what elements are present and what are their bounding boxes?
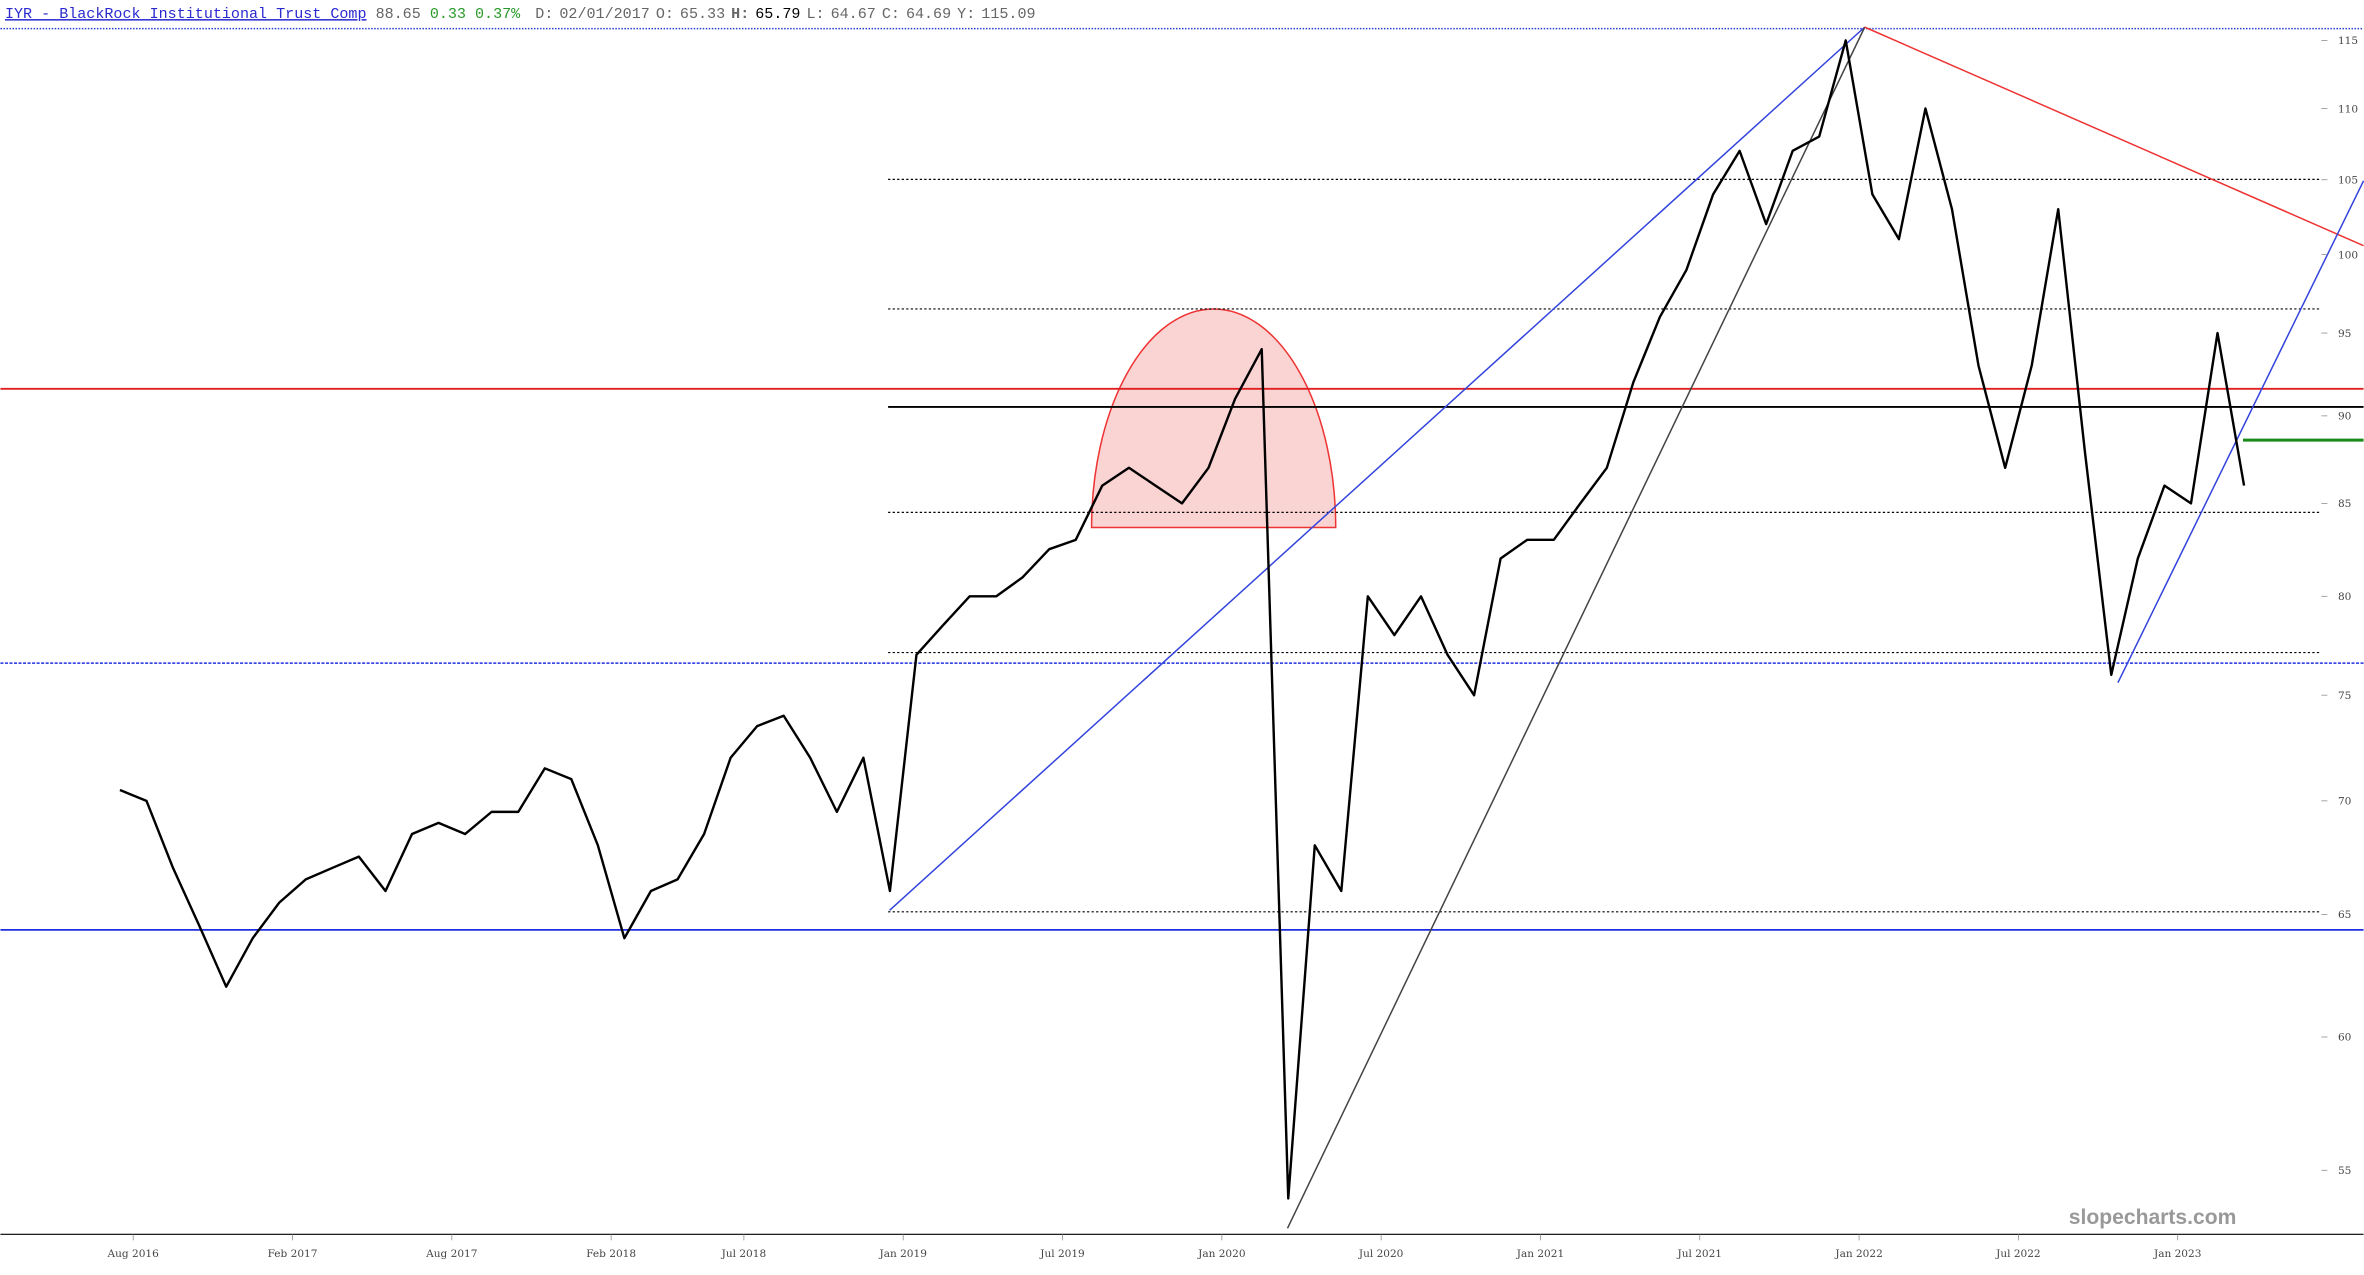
y-tick-label: 105: [2338, 175, 2358, 187]
y-tick-label: 95: [2338, 328, 2351, 340]
x-tick-label: Jul 2022: [1995, 1248, 2041, 1260]
watermark: slopecharts.com: [2069, 1206, 2237, 1229]
y-tick-label: 80: [2338, 591, 2351, 603]
change: 0.33: [430, 5, 466, 23]
field-label: C:: [882, 5, 900, 23]
trend-line: [1286, 26, 1866, 1229]
price-line: [119, 39, 2246, 1200]
x-tick-label: Jan 2019: [878, 1248, 926, 1260]
trend-line: [1864, 26, 2364, 247]
field-label: D:: [535, 5, 553, 23]
ohlc-fields: D: 02/01/2017 O: 65.33 H: 65.79 L: 64.67 C: 64.69…: [535, 5, 1035, 23]
x-tick-label: Jul 2020: [1358, 1248, 1404, 1260]
plot: 55 60 65 70 75 80 85 90 95 100 105 110 115 Aug 2016 Fe…: [107, 35, 2358, 1260]
x-tick-label: Jul 2021: [1676, 1248, 1722, 1260]
x-tick-label: Jan 2021: [1516, 1248, 1564, 1260]
field-label: O:: [656, 5, 674, 23]
y-tick-label: 100: [2338, 249, 2358, 261]
header: IYR - BlackRock Institutional Trust Comp…: [5, 5, 1036, 23]
x-tick-label: Jan 2022: [1834, 1248, 1882, 1260]
field-value: 64.67: [831, 5, 876, 23]
y-tick-label: 115: [2338, 35, 2358, 47]
y-tick-label: 60: [2338, 1032, 2351, 1044]
x-tick-label: Jul 2018: [721, 1248, 767, 1260]
field-label: Y:: [957, 5, 975, 23]
trend-line: [2117, 180, 2364, 684]
dotted-levels: [888, 178, 2322, 913]
x-tick-label: Jan 2023: [2153, 1248, 2201, 1260]
field-value: 65.79: [755, 5, 800, 23]
x-tick-label: Jan 2020: [1197, 1248, 1245, 1260]
y-tick-label: 70: [2338, 796, 2351, 808]
change-pct: 0.37%: [475, 5, 521, 23]
trend-line: [889, 26, 1866, 911]
ticker-link[interactable]: IYR - BlackRock Institutional Trust Comp: [5, 5, 367, 23]
field-value: 65.33: [680, 5, 725, 23]
y-tick-label: 85: [2338, 498, 2351, 510]
field-value: 64.69: [906, 5, 951, 23]
field-value: 115.09: [981, 5, 1035, 23]
y-tick-label: 55: [2338, 1165, 2351, 1177]
field-value: 02/01/2017: [559, 5, 649, 23]
last-price: 88.65: [376, 5, 421, 23]
y-tick-label: 110: [2338, 103, 2358, 115]
x-tick-label: Feb 2018: [586, 1248, 636, 1260]
x-tick-label: Aug 2017: [425, 1248, 477, 1260]
field-label: L:: [807, 5, 825, 23]
x-tick-label: Jul 2019: [1039, 1248, 1085, 1260]
y-tick-label: 65: [2338, 909, 2351, 921]
y-tick-label: 90: [2338, 411, 2351, 423]
y-tick-label: 75: [2338, 690, 2351, 702]
field-label: H:: [731, 5, 749, 23]
x-tick-label: Aug 2016: [107, 1248, 160, 1260]
x-tick-label: Feb 2017: [268, 1248, 318, 1260]
rounded-top-highlight: [1090, 308, 1337, 529]
